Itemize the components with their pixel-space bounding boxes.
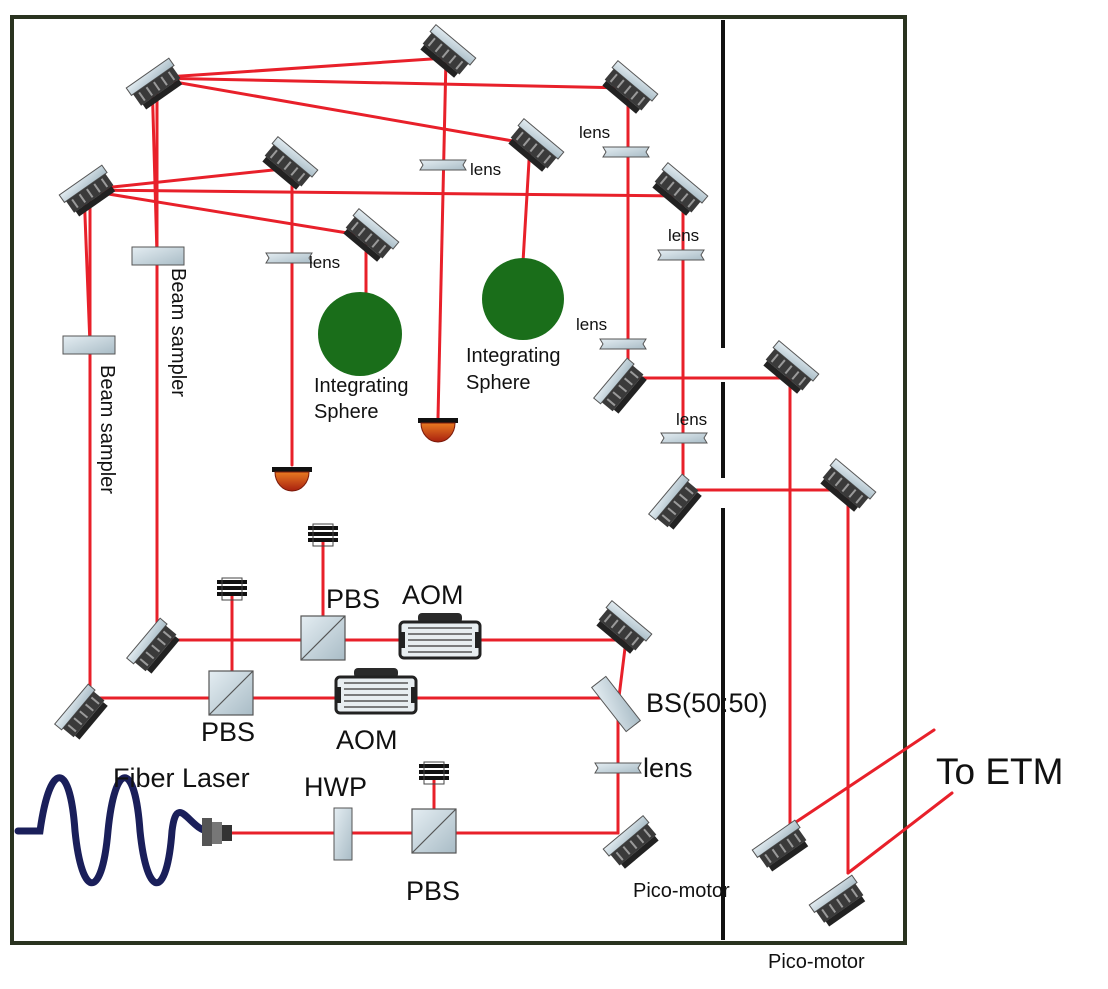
hwp-label: HWP bbox=[304, 772, 367, 802]
sphere-1-label-line1: Integrating bbox=[314, 375, 409, 397]
beam-sampler-1 bbox=[62, 335, 116, 355]
mirror-lower-left bbox=[53, 683, 112, 744]
half-wave-plate bbox=[333, 807, 353, 861]
mirror-relay-1 bbox=[592, 357, 651, 418]
pbs-lower-label: PBS bbox=[201, 717, 255, 747]
mirror-sphere-2 bbox=[504, 117, 565, 176]
photodetector-2 bbox=[417, 417, 459, 443]
lens-top-right-label: lens bbox=[579, 123, 610, 142]
pico-motor-1-label: Pico-motor bbox=[633, 880, 730, 902]
fiber-laser-label: Fiber Laser bbox=[113, 763, 250, 793]
sphere-2-label-line2: Sphere bbox=[466, 372, 531, 394]
lens-center bbox=[419, 159, 467, 171]
aom-lower-label: AOM bbox=[336, 725, 398, 755]
mirror-sampler-left bbox=[258, 135, 319, 194]
integrating-sphere-1 bbox=[318, 292, 402, 376]
beam-splitter-50-50 bbox=[590, 675, 642, 733]
beam-sampler-2-label: Beam sampler bbox=[167, 268, 189, 397]
lens-right-3 bbox=[660, 432, 708, 444]
mirror-aom-right bbox=[592, 599, 653, 658]
beam-sampler-1-label: Beam sampler bbox=[96, 365, 118, 494]
fiber-coil bbox=[14, 774, 212, 886]
lens-center-label: lens bbox=[470, 160, 501, 179]
mirror-pico-motor-1 bbox=[751, 819, 813, 875]
laser-beam-paths bbox=[82, 56, 954, 875]
mirror-input-right bbox=[602, 814, 663, 873]
lens-right-1-label: lens bbox=[668, 226, 699, 245]
pbs-input-cube bbox=[411, 808, 457, 854]
integrating-sphere-2 bbox=[482, 258, 564, 340]
mirror-right bbox=[648, 161, 709, 220]
mirror-lower-left-upper bbox=[125, 617, 184, 678]
beam-sampler-2 bbox=[131, 246, 185, 266]
lens-bs-label: lens bbox=[643, 753, 693, 783]
lens-bs bbox=[594, 762, 642, 774]
sphere-1-label-line2: Sphere bbox=[314, 401, 379, 423]
lens-left-label: lens bbox=[309, 253, 340, 272]
lens-right-1 bbox=[657, 249, 705, 261]
mirror-pico-motor-2 bbox=[808, 874, 870, 930]
bs-label: BS(50:50) bbox=[646, 688, 768, 718]
fiber-coupler bbox=[202, 818, 232, 846]
pbs-lower-cube bbox=[208, 670, 254, 716]
lens-left bbox=[265, 252, 313, 264]
aom-lower bbox=[333, 666, 419, 715]
lens-right-2 bbox=[599, 338, 647, 350]
mirror-relay-2 bbox=[647, 473, 706, 534]
aom-upper bbox=[397, 611, 483, 660]
pbs-upper-cube bbox=[300, 615, 346, 661]
photodetector-1 bbox=[271, 466, 313, 492]
pbs-input-label: PBS bbox=[406, 876, 460, 906]
sphere-2-label-line1: Integrating bbox=[466, 345, 561, 367]
to-etm-label: To ETM bbox=[936, 751, 1063, 792]
pbs-upper-label: PBS bbox=[326, 584, 380, 614]
pico-motor-2-label: Pico-motor bbox=[768, 951, 865, 973]
lens-right-2-label: lens bbox=[576, 315, 607, 334]
mirror-sphere-1 bbox=[339, 207, 400, 266]
lens-right-3-label: lens bbox=[676, 410, 707, 429]
aom-upper-label: AOM bbox=[402, 580, 464, 610]
optical-table-frame bbox=[10, 15, 907, 945]
lens-top-right bbox=[602, 146, 650, 158]
